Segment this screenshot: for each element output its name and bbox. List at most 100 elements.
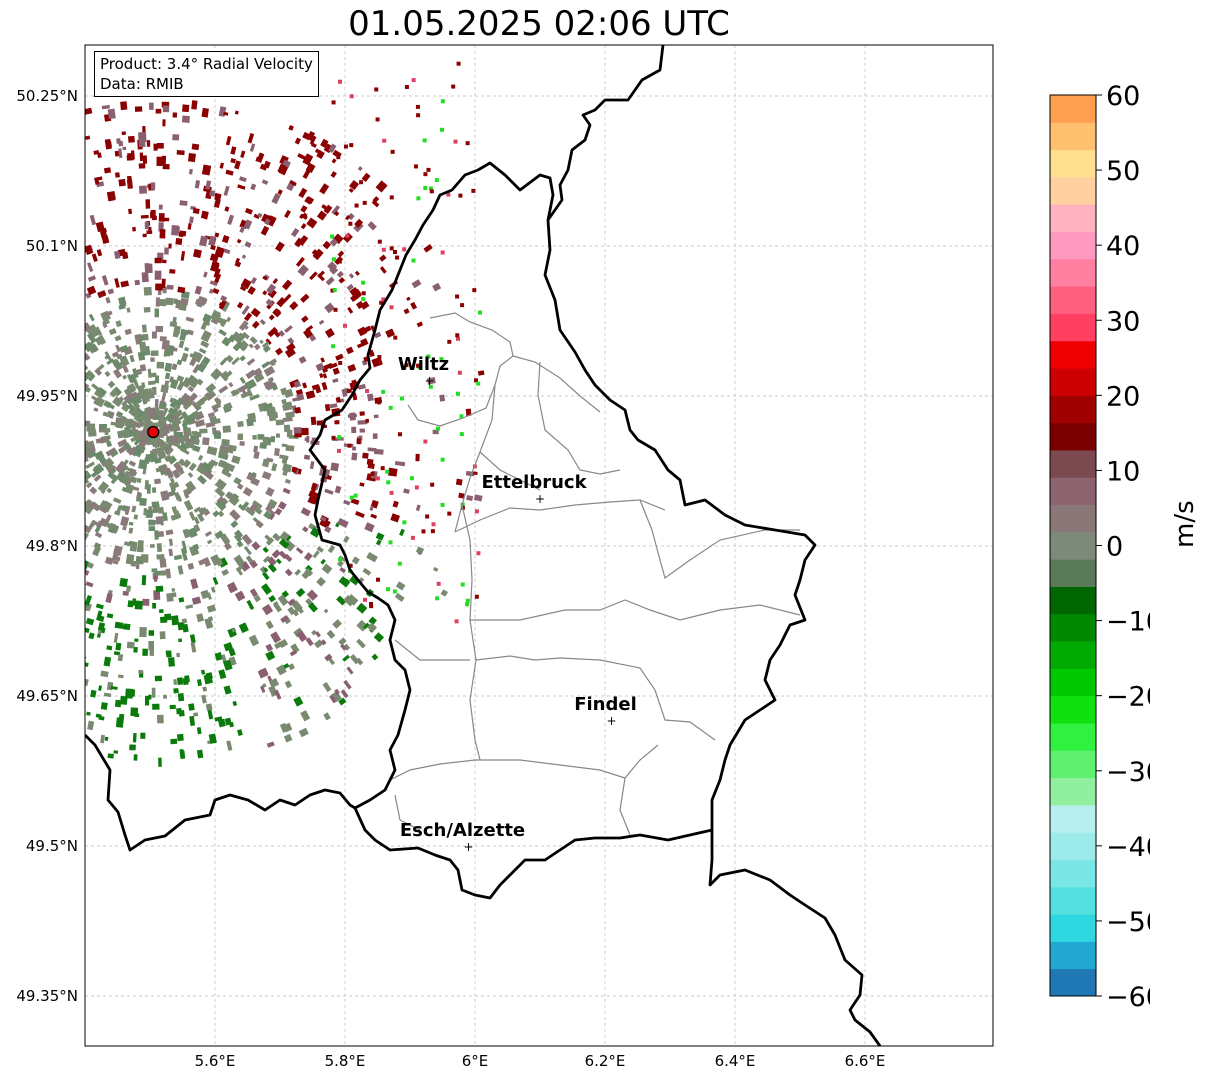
colorbar-segment xyxy=(1050,695,1096,724)
colorbar: 60 50 40 30 20 10 0 −10 −20 −30 −40 −50 −60 xyxy=(1049,81,1150,1013)
radar-gate xyxy=(127,135,135,143)
radar-gate xyxy=(157,531,165,538)
radar-gate xyxy=(122,623,131,631)
radar-gate xyxy=(187,472,194,478)
radar-gate xyxy=(159,631,166,640)
radar-gate xyxy=(226,740,233,751)
radar-gate xyxy=(196,727,202,735)
radar-gate xyxy=(165,568,172,579)
radar-gate xyxy=(121,402,131,413)
radar-gate xyxy=(204,617,214,630)
radar-gate xyxy=(89,214,97,226)
radar-gate xyxy=(154,270,162,280)
radar-gate xyxy=(220,295,228,302)
radar-gate xyxy=(193,712,199,717)
radar-gate xyxy=(170,513,180,521)
radar-gate xyxy=(302,382,308,389)
radar-gate xyxy=(305,637,314,647)
radar-gate xyxy=(323,143,333,154)
radar-gate xyxy=(136,477,142,484)
radar-gate xyxy=(267,563,277,573)
radar-gate xyxy=(416,363,421,368)
radar-gate xyxy=(223,185,230,196)
radar-gate xyxy=(147,407,157,419)
radar-gate xyxy=(120,280,130,288)
radar-gate xyxy=(267,326,278,338)
radar-gate xyxy=(389,195,394,200)
radar-gate xyxy=(189,377,200,388)
radar-gate xyxy=(324,525,332,534)
radar-gate xyxy=(105,297,111,304)
radar-gate xyxy=(473,494,483,502)
radar-gate xyxy=(465,602,470,607)
radar-gate xyxy=(347,443,352,448)
radar-gate xyxy=(294,237,302,247)
radar-gate xyxy=(388,540,393,545)
radar-gate xyxy=(149,102,154,110)
radar-gate xyxy=(138,437,148,449)
radar-gate xyxy=(312,550,320,559)
radar-gate xyxy=(343,144,348,149)
radar-gate xyxy=(310,416,317,426)
radar-gate xyxy=(85,627,90,634)
radar-gate xyxy=(332,619,342,629)
radar-gate xyxy=(402,247,407,252)
radar-gate xyxy=(129,475,136,482)
radar-gate xyxy=(129,689,136,697)
radar-gate xyxy=(345,233,350,238)
radar-gate xyxy=(138,138,146,148)
radar-gate xyxy=(164,447,173,456)
radar-gate xyxy=(85,135,91,140)
radar-gate xyxy=(375,476,380,481)
radar-gate xyxy=(262,290,268,296)
radar-gate xyxy=(375,532,385,541)
radar-gate xyxy=(132,732,137,743)
radar-gate xyxy=(89,486,98,495)
radar-gate xyxy=(465,141,470,146)
radar-gate xyxy=(219,162,225,169)
radar-gate xyxy=(139,152,144,162)
radar-gate xyxy=(146,484,151,494)
radar-gate xyxy=(285,411,295,419)
radar-gate xyxy=(298,727,309,738)
radar-gate xyxy=(105,447,117,457)
radar-gate xyxy=(268,512,275,521)
radar-gate xyxy=(435,426,440,431)
radar-gate xyxy=(184,440,195,449)
radar-gate xyxy=(352,291,362,300)
radar-gate xyxy=(114,278,120,288)
radar-gate xyxy=(198,347,207,355)
radar-gate xyxy=(369,602,374,607)
city-label: Esch/Alzette xyxy=(400,820,525,841)
colorbar-tick-label: −20 xyxy=(1106,682,1150,713)
radar-gate xyxy=(224,717,232,726)
radar-gate xyxy=(120,416,130,425)
radar-gate xyxy=(106,402,116,410)
radar-gate xyxy=(284,680,293,689)
radar-gate xyxy=(181,550,188,561)
radar-gate xyxy=(319,270,325,277)
radar-gate xyxy=(159,298,167,307)
radar-gate xyxy=(223,462,236,473)
radar-gate xyxy=(201,356,211,366)
radar-gate xyxy=(262,683,267,688)
radar-gate xyxy=(164,362,173,372)
radar-gate xyxy=(257,668,268,679)
radar-gate xyxy=(193,524,201,533)
radar-gate xyxy=(426,377,436,385)
radar-gate xyxy=(221,235,230,244)
radar-gate xyxy=(212,576,219,586)
radar-gate xyxy=(261,583,272,595)
radar-gate xyxy=(239,176,247,183)
radar-gate xyxy=(235,564,244,572)
radar-gate xyxy=(119,344,129,353)
radar-gate xyxy=(222,439,229,447)
colorbar-segment xyxy=(1050,804,1096,833)
radar-gate xyxy=(112,559,119,565)
radar-gate xyxy=(187,153,196,163)
radar-gate xyxy=(309,461,315,470)
radar-gate xyxy=(360,300,370,310)
colorbar-tick-label: 10 xyxy=(1106,456,1140,487)
radar-gate xyxy=(281,398,287,404)
radar-gate xyxy=(90,689,97,698)
